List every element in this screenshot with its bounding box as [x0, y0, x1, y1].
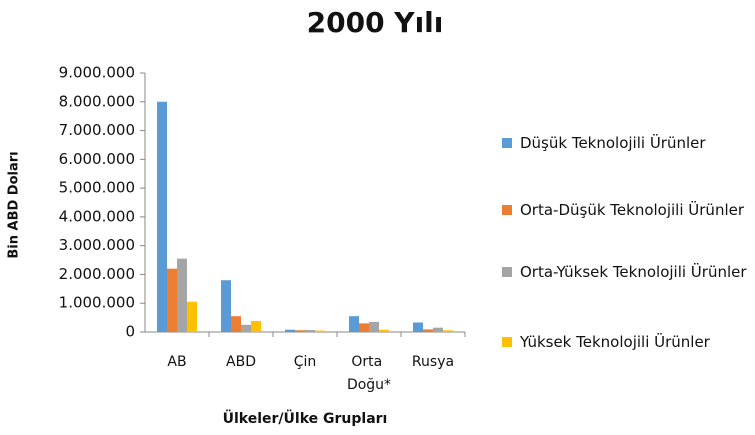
legend-label: Düşük Teknolojili Ürünler — [520, 134, 706, 152]
legend-item: Yüksek Teknolojili Ürünler — [502, 329, 752, 355]
legend-swatch — [502, 267, 512, 277]
x-tick-label: AB — [167, 354, 186, 370]
y-tick-label: 3.000.000 — [59, 236, 135, 254]
bar — [443, 330, 453, 332]
legend-swatch — [502, 205, 512, 215]
bar — [423, 329, 433, 332]
y-tick-label: 7.000.000 — [59, 121, 135, 139]
y-tick-label: 8.000.000 — [59, 92, 135, 110]
y-tick-label: 2.000.000 — [59, 265, 135, 283]
legend-label: Orta-Yüksek Teknolojili Ürünler — [520, 263, 747, 281]
x-tick-label: Orta Doğu* — [347, 354, 391, 393]
bar — [305, 329, 315, 332]
legend-label: Orta-Düşük Teknolojili Ürünler — [520, 201, 745, 219]
x-tick-label: ABD — [226, 354, 256, 370]
y-tick-label: 0 — [125, 323, 135, 341]
bar — [167, 268, 177, 332]
bar — [315, 330, 325, 332]
y-tick-label: 9.000.000 — [59, 64, 135, 82]
chart-title: 2000 Yılı — [307, 6, 444, 39]
y-tick-label: 4.000.000 — [59, 207, 135, 225]
bar — [157, 101, 167, 333]
y-axis-title: Bin ABD Doları — [7, 151, 22, 258]
bar — [359, 323, 369, 332]
bar — [221, 280, 231, 332]
bar — [285, 329, 295, 332]
x-axis-title: Ülkeler/Ülke Grupları — [223, 409, 388, 427]
y-tick-label: 1.000.000 — [59, 294, 135, 312]
bar — [433, 327, 443, 332]
bar — [251, 321, 261, 332]
bar — [241, 324, 251, 332]
bar — [413, 322, 423, 332]
y-tick-label: 6.000.000 — [59, 150, 135, 168]
bar — [295, 330, 305, 332]
legend-label: Yüksek Teknolojili Ürünler — [520, 333, 710, 351]
bar — [187, 301, 197, 332]
legend-swatch — [502, 138, 512, 148]
x-tick-label: Rusya — [412, 354, 454, 370]
bar — [349, 316, 359, 332]
legend-item: Orta-Düşük Teknolojili Ürünler — [502, 197, 752, 223]
y-tick-label: 5.000.000 — [59, 179, 135, 197]
legend-swatch — [502, 337, 512, 347]
bar — [369, 321, 379, 332]
bar — [177, 258, 187, 332]
bar — [231, 316, 241, 332]
legend-item: Orta-Yüksek Teknolojili Ürünler — [502, 259, 752, 285]
x-tick-label: Çin — [294, 354, 317, 370]
bar — [379, 329, 389, 332]
legend-item: Düşük Teknolojili Ürünler — [502, 130, 752, 156]
